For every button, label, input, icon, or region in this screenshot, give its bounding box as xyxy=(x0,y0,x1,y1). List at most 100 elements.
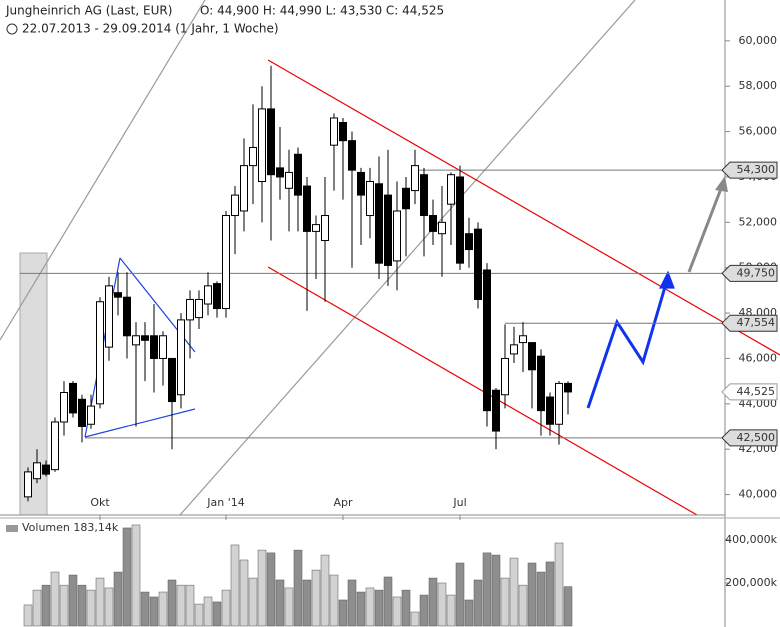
x-tick-label: Jan '14 xyxy=(206,496,244,509)
level-label: 47,554 xyxy=(737,316,776,329)
candle-body xyxy=(429,215,437,232)
candle-body xyxy=(555,382,563,425)
candle-body xyxy=(114,292,122,298)
candle-body xyxy=(195,298,203,319)
volume-bar xyxy=(392,596,402,627)
candle-body xyxy=(375,183,383,264)
volume-bar xyxy=(230,544,240,627)
candle-body xyxy=(483,269,491,412)
period: 22.07.2013 - 29.09.2014 (1 Jahr, 1 Woche… xyxy=(22,22,279,36)
volume-bar xyxy=(491,554,501,627)
volume-bar xyxy=(554,542,564,627)
candle-body xyxy=(78,398,86,428)
candle-body xyxy=(420,174,428,217)
volume-bar xyxy=(203,596,213,627)
volume-bar xyxy=(365,587,375,627)
candle-body xyxy=(87,405,95,425)
chart-title: Jungheinrich AG (Last, EUR) xyxy=(5,4,172,18)
volume-bar xyxy=(158,591,168,627)
x-tick-label: Apr xyxy=(333,496,353,509)
candle-body xyxy=(141,335,149,341)
candle-body xyxy=(474,228,482,300)
volume-bar xyxy=(194,603,204,627)
candle-body xyxy=(501,357,509,396)
volume-bar xyxy=(347,579,357,627)
candle-body xyxy=(564,382,572,393)
volume-bar xyxy=(68,574,78,627)
volume-bar xyxy=(266,552,276,627)
volume-bar xyxy=(131,524,141,627)
candle-body xyxy=(294,153,302,196)
candle-body xyxy=(249,146,257,167)
volume-bar xyxy=(221,589,231,627)
candle-body xyxy=(51,421,59,471)
volume-bar xyxy=(302,579,312,627)
y-tick-label: 52,000 xyxy=(739,215,778,228)
level-label: 49,750 xyxy=(737,266,776,279)
candle-body xyxy=(159,335,167,359)
trend-line xyxy=(0,0,206,341)
volume-y-tick-label: 400,000k xyxy=(725,533,777,546)
volume-bar xyxy=(59,584,69,627)
trend-line xyxy=(179,0,636,516)
volume-bar xyxy=(113,571,123,627)
candle-body xyxy=(492,389,500,432)
volume-bar xyxy=(464,599,474,627)
volume-bar xyxy=(293,549,303,627)
volume-bar xyxy=(167,579,177,627)
candle-body xyxy=(339,122,347,142)
candle-body xyxy=(510,344,518,355)
ohlc-text: O: 44,900 H: 44,990 L: 43,530 C: 44,525 xyxy=(200,4,444,18)
candle-body xyxy=(438,221,446,235)
volume-bar xyxy=(23,604,33,627)
last-price-box xyxy=(721,383,778,401)
candle-body xyxy=(150,335,158,359)
candle-body xyxy=(348,140,356,171)
channel-line xyxy=(267,59,780,356)
level-label: 42,500 xyxy=(737,431,776,444)
candle-body xyxy=(42,464,50,475)
volume-bar xyxy=(176,584,186,627)
candle-body xyxy=(402,187,410,210)
candle-body xyxy=(231,194,239,217)
candle-body xyxy=(537,355,545,412)
y-tick-label: 58,000 xyxy=(739,79,778,92)
volume-bar xyxy=(374,589,384,627)
volume-bar xyxy=(383,576,393,627)
y-tick-label: 56,000 xyxy=(739,125,778,138)
volume-bar xyxy=(545,561,555,627)
volume-icon xyxy=(6,525,18,532)
y-tick-label: 46,000 xyxy=(739,351,778,364)
candle-body xyxy=(33,462,41,480)
level-label: 54,300 xyxy=(737,163,776,176)
volume-bar xyxy=(518,584,528,627)
candle-body xyxy=(384,194,392,266)
volume-bar xyxy=(563,586,573,627)
candle-body xyxy=(285,171,293,189)
x-tick-label: Jul xyxy=(452,496,466,509)
volume-bar xyxy=(257,549,267,627)
volume-bar xyxy=(482,552,492,627)
candle-body xyxy=(519,335,527,344)
volume-title: Volumen 183,14k xyxy=(22,521,119,534)
volume-bar xyxy=(122,527,132,627)
volume-bar xyxy=(185,584,195,627)
volume-bar xyxy=(50,571,60,627)
candle-body xyxy=(465,233,473,251)
candle-body xyxy=(204,285,212,305)
volume-bar xyxy=(104,587,114,627)
volume-bar xyxy=(473,579,483,627)
volume-bar xyxy=(248,577,258,627)
volume-bar xyxy=(446,594,456,627)
candle-body xyxy=(303,185,311,232)
candle-body xyxy=(312,224,320,232)
volume-bar xyxy=(140,591,150,627)
candle-body xyxy=(186,298,194,321)
volume-bar xyxy=(275,579,285,627)
x-tick-label: Okt xyxy=(90,496,110,509)
clock-icon xyxy=(6,23,18,35)
candle-body xyxy=(276,167,284,178)
y-tick-label: 62,000 xyxy=(739,0,778,1)
candle-body xyxy=(357,171,365,196)
